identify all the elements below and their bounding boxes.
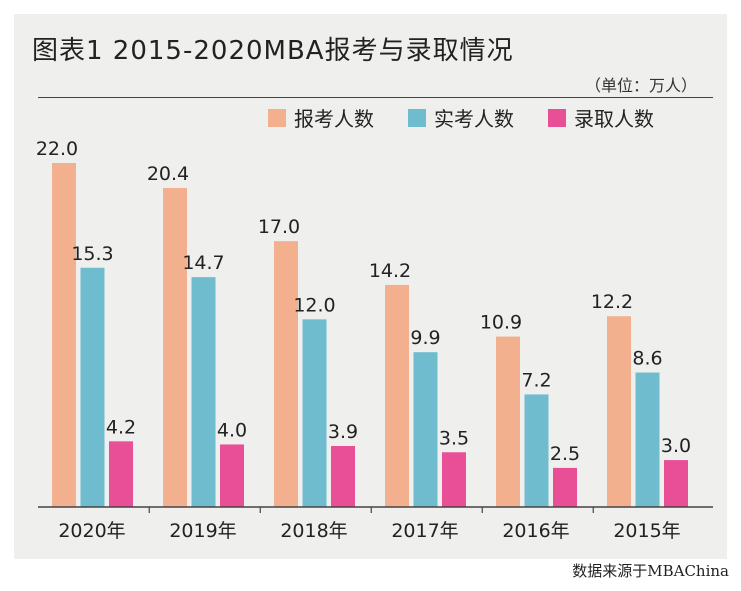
legend-label-admitted: 录取人数 [574,107,654,131]
data-label-applicants-4: 10.9 [480,312,522,334]
data-label-examinees-0: 15.3 [71,243,113,265]
data-label-examinees-1: 14.7 [182,252,224,274]
x-tick-label-3: 2017年 [391,520,458,542]
title-divider [38,97,713,98]
bar-applicants-3 [385,284,409,507]
x-tick-label-5: 2015年 [613,520,680,542]
legend-item-applicants: 报考人数 [268,103,374,132]
data-label-applicants-0: 22.0 [36,138,78,160]
legend: 报考人数 实考人数 录取人数 [268,103,654,132]
bar-admitted-4 [553,467,577,507]
data-label-examinees-3: 9.9 [410,327,440,349]
legend-swatch-admitted [548,108,566,127]
bar-examinees-5 [635,372,660,507]
bar-examinees-4 [524,394,549,507]
x-tick-label-1: 2019年 [169,520,236,542]
legend-label-examinees: 实考人数 [434,107,514,131]
bar-applicants-0 [52,163,76,507]
data-label-admitted-3: 3.5 [439,427,469,449]
data-label-examinees-4: 7.2 [521,369,551,391]
data-label-applicants-2: 17.0 [258,216,300,238]
data-label-applicants-5: 12.2 [591,291,633,313]
bar-applicants-5 [607,316,631,507]
bar-admitted-3 [442,452,466,507]
bar-examinees-2 [302,319,327,507]
legend-label-applicants: 报考人数 [294,107,374,131]
chart-title: 图表1 2015-2020MBA报考与录取情况 [32,36,514,66]
bar-applicants-4 [496,336,520,507]
legend-swatch-examinees [408,108,426,127]
bar-examinees-1 [191,277,216,507]
bar-applicants-2 [274,241,298,507]
data-label-applicants-3: 14.2 [369,260,411,282]
x-tick-label-4: 2016年 [502,520,569,542]
source-note: 数据来源于MBAChina [572,562,729,580]
data-label-admitted-2: 3.9 [328,421,358,443]
bar-examinees-0 [80,267,105,507]
bar-examinees-3 [413,352,438,507]
bar-admitted-2 [331,446,355,507]
legend-swatch-applicants [268,108,286,127]
data-label-admitted-0: 4.2 [106,416,136,438]
data-label-admitted-1: 4.0 [217,419,247,441]
data-label-examinees-5: 8.6 [632,348,662,370]
legend-item-admitted: 录取人数 [548,103,654,132]
data-label-applicants-1: 20.4 [147,163,189,185]
data-label-admitted-5: 3.0 [661,435,691,457]
bar-applicants-1 [163,188,187,507]
data-label-admitted-4: 2.5 [550,443,580,465]
x-tick-label-2: 2018年 [280,520,347,542]
bar-admitted-0 [109,441,133,507]
x-tick-label-0: 2020年 [58,520,125,542]
bar-admitted-1 [220,444,244,507]
bar-admitted-5 [664,460,688,507]
unit-note: （单位：万人） [584,76,697,95]
data-label-examinees-2: 12.0 [293,294,335,316]
legend-item-examinees: 实考人数 [408,103,514,132]
